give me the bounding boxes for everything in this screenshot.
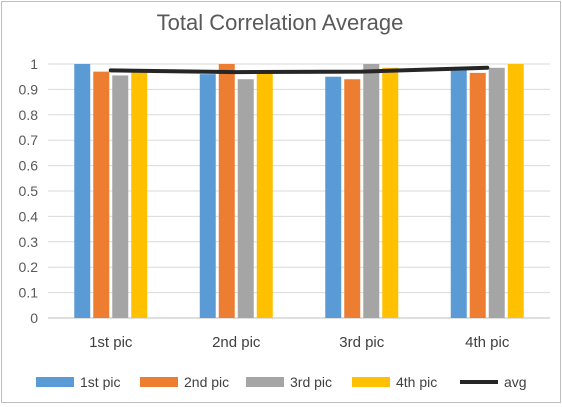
legend-swatch: [352, 377, 390, 387]
legend-label: avg: [504, 374, 527, 390]
legend-label: 1st pic: [80, 374, 120, 390]
bar: [237, 79, 254, 319]
x-axis-ticks: 1st pic 2nd pic 3rd pic 4th pic: [89, 334, 510, 351]
bar: [199, 74, 216, 318]
chart-title: Total Correlation Average: [157, 10, 404, 35]
x-tick-label: 2nd pic: [212, 334, 261, 351]
correlation-chart: Total Correlation Average 00.10.20.30.40…: [19, 10, 550, 390]
bar: [507, 64, 524, 318]
legend-swatch: [140, 377, 178, 387]
bar: [112, 75, 129, 319]
y-axis-ticks: 0 0.1 0.2 0.3 0.4 0.5 0.6 0.7 0.8 0.9 1: [19, 56, 39, 326]
y-tick-label: 0.7: [19, 132, 39, 148]
bar: [131, 70, 148, 318]
bar: [325, 76, 342, 318]
bar: [363, 64, 380, 318]
legend-label: 2nd pic: [184, 374, 229, 390]
bar: [218, 64, 235, 318]
legend: 1st pic 2nd pic 3rd pic 4th pic avg: [36, 374, 527, 390]
y-tick-label: 0.9: [19, 81, 39, 97]
y-tick-label: 0.2: [19, 259, 39, 275]
y-tick-label: 0.1: [19, 285, 39, 301]
bar: [469, 72, 486, 318]
legend-label: 3rd pic: [290, 374, 332, 390]
y-tick-label: 1: [30, 56, 38, 72]
y-tick-label: 0: [30, 310, 38, 326]
avg-line-layer: [108, 65, 490, 75]
x-tick-label: 1st pic: [89, 334, 133, 351]
y-tick-label: 0.4: [19, 208, 39, 224]
legend-swatch: [246, 377, 284, 387]
avg-line: [108, 65, 490, 75]
x-tick-label: 4th pic: [465, 334, 510, 351]
bar: [344, 79, 361, 319]
bars: [74, 64, 524, 319]
y-tick-label: 0.5: [19, 183, 39, 199]
bar: [488, 67, 505, 318]
x-tick-label: 3rd pic: [339, 334, 385, 351]
legend-label: 4th pic: [396, 374, 437, 390]
y-tick-label: 0.3: [19, 234, 39, 250]
bar: [382, 67, 399, 318]
bar: [450, 69, 467, 318]
bar: [256, 71, 273, 319]
bar: [93, 71, 110, 319]
y-tick-label: 0.6: [19, 158, 39, 174]
y-tick-label: 0.8: [19, 107, 39, 123]
legend-swatch: [36, 377, 74, 387]
bar: [74, 64, 91, 318]
